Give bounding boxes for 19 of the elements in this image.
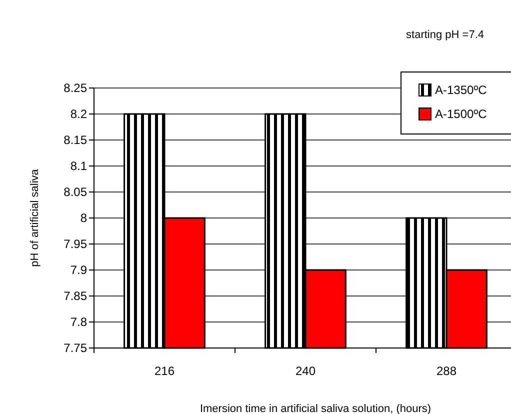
y-tick-label: 7.9 — [70, 263, 88, 278]
y-tick-label: 7.8 — [70, 315, 88, 330]
y-tick-label: 7.95 — [64, 237, 88, 252]
x-tick-label: 216 — [154, 364, 175, 378]
y-tick-label: 8.2 — [70, 107, 88, 122]
legend-label: A-1500ºC — [435, 107, 488, 122]
y-tick-label: 7.75 — [64, 341, 88, 356]
y-tick-label: 7.85 — [64, 289, 88, 304]
y-tick-label: 8.1 — [70, 159, 88, 174]
y-tick-label: 8.15 — [64, 133, 88, 148]
y-tick-label: 8.05 — [64, 185, 88, 200]
y-tick-label: 8.25 — [64, 81, 88, 96]
text: starting pH =7.4 — [406, 29, 484, 41]
legend-label: A-1350ºC — [435, 83, 488, 98]
y-tick-label: 8 — [80, 211, 88, 226]
x-tick-label: 288 — [436, 364, 457, 378]
y-axis-title: pH of artificial saliva — [29, 168, 41, 267]
x-axis-title: Imersion time in artificial saliva solution, (hours) — [200, 403, 432, 414]
x-tick-label: 240 — [295, 364, 316, 378]
